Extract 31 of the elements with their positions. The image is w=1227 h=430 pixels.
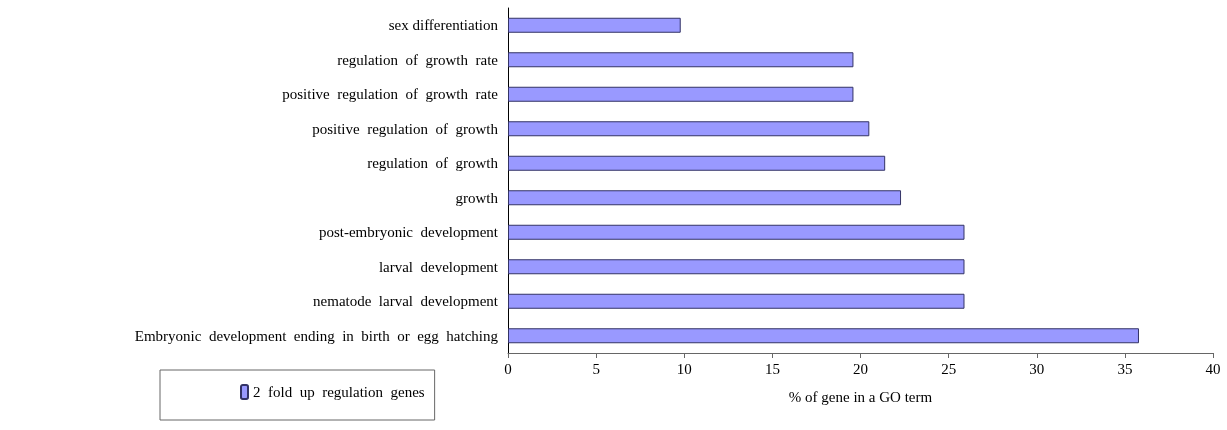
x-tick-label: 35 bbox=[1117, 360, 1133, 377]
y-tick-label: larval development bbox=[378, 258, 499, 275]
bar bbox=[508, 190, 902, 206]
bar bbox=[508, 52, 854, 68]
x-tick-label: 20 bbox=[853, 360, 868, 377]
y-tick-label: positive regulation of growth rate bbox=[282, 86, 499, 103]
x-tick-label: 25 bbox=[941, 360, 957, 377]
y-tick-label: growth bbox=[455, 189, 499, 206]
y-tick-label: post-embryonic development bbox=[318, 224, 499, 241]
x-tick-label: 30 bbox=[1029, 360, 1045, 377]
bar bbox=[508, 17, 681, 33]
y-tick-label: nematode larval development bbox=[313, 293, 499, 310]
y-tick-label: positive regulation of growth bbox=[312, 120, 499, 137]
bar bbox=[508, 293, 965, 309]
x-tick-label: 10 bbox=[676, 360, 692, 377]
x-axis-title: % of gene in a GO term bbox=[788, 388, 933, 405]
x-tick-label: 0 bbox=[504, 360, 512, 377]
bar bbox=[508, 328, 1139, 344]
y-tick-label: regulation of growth bbox=[367, 155, 499, 172]
y-tick-label: sex differentiation bbox=[388, 17, 499, 34]
y-tick-label: regulation of growth rate bbox=[337, 51, 499, 68]
bar bbox=[508, 155, 886, 171]
x-tick-label: 5 bbox=[592, 360, 600, 377]
bar bbox=[508, 86, 854, 102]
bar bbox=[508, 121, 870, 137]
y-tick-label: Embryonic development ending in birth or egg hatching bbox=[134, 327, 499, 344]
x-tick-label: 40 bbox=[1205, 360, 1221, 377]
x-tick-label: 15 bbox=[764, 360, 780, 377]
bar bbox=[508, 224, 965, 240]
bar bbox=[508, 259, 965, 275]
legend-label: 2 fold up regulation genes bbox=[253, 384, 425, 400]
